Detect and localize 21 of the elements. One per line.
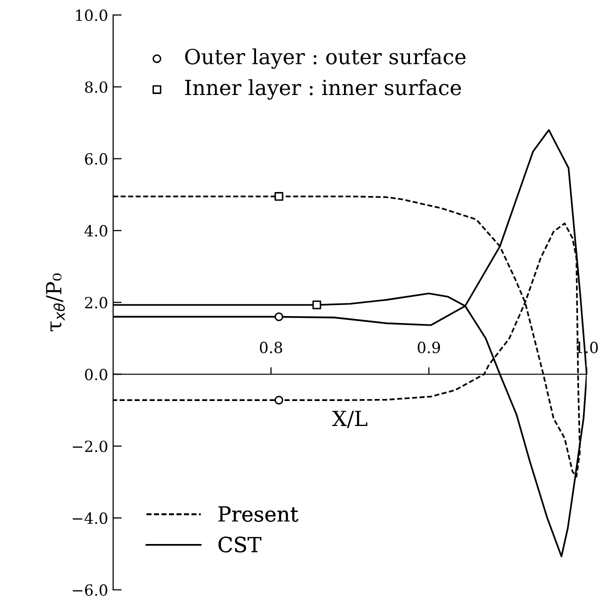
y-tick-label: 2.0 (85, 296, 108, 308)
y-tick-label: 6.0 (85, 153, 108, 165)
legend-label: CST (218, 536, 262, 552)
x-tick-label: 0.9 (418, 342, 440, 354)
y-tick-label: −4.0 (72, 512, 108, 524)
legend-label: Inner layer : inner surface (185, 79, 461, 100)
y-tick-label: 10.0 (76, 9, 108, 22)
legend-label: Present (218, 506, 298, 522)
y-tick-label: 4.0 (84, 225, 108, 237)
y-axis-title: τ$_{xθ}$/P₀ (46, 273, 65, 332)
x-axis-title: X/L (332, 410, 368, 428)
point (312, 300, 322, 310)
point (274, 312, 284, 322)
point (274, 192, 284, 201)
x-tick-label: 0.8 (260, 342, 282, 354)
y-tick-label: 0.0 (85, 368, 108, 380)
y-tick-label: 8.0 (85, 81, 108, 93)
point (274, 396, 284, 404)
legend-label: Outer layer : outer surface (185, 48, 466, 69)
y-tick-label: −2.0 (72, 440, 108, 452)
y-tick-label: −6.0 (72, 584, 108, 596)
